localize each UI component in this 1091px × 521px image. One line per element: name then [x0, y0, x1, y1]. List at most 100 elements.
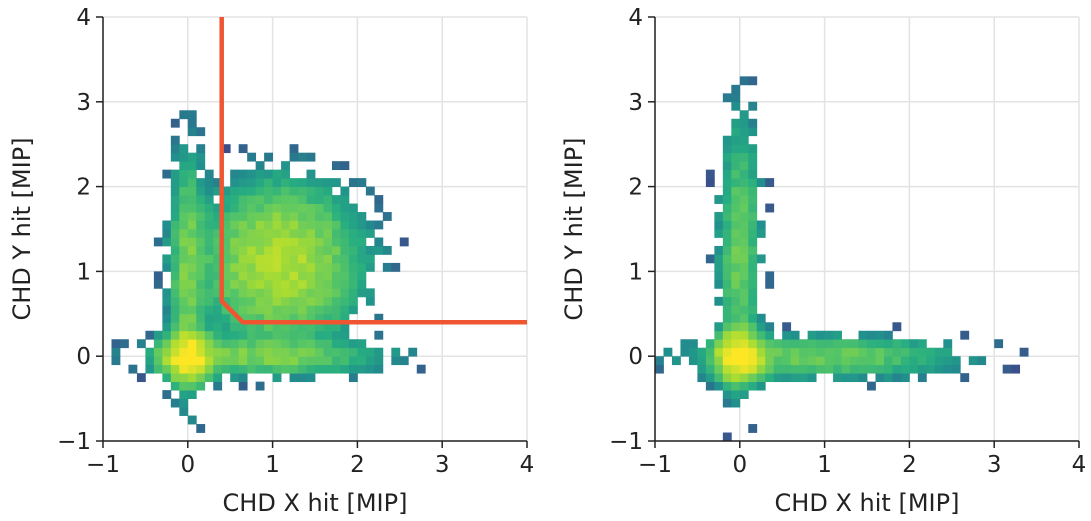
heatmap-cell	[900, 364, 910, 374]
heatmap-cell	[739, 169, 749, 179]
heatmap-cell	[315, 245, 324, 255]
heatmap-cell	[298, 279, 307, 289]
heatmap-cell	[765, 178, 775, 187]
heatmap-cell	[714, 279, 724, 289]
heatmap-cell	[858, 364, 868, 374]
heatmap-cell	[255, 330, 265, 340]
heatmap-cell	[264, 229, 273, 238]
heatmap-cell	[196, 296, 206, 306]
heatmap-cell	[162, 262, 172, 272]
heatmap-cell	[238, 237, 248, 247]
heatmap-cell	[875, 356, 885, 366]
heatmap-cell	[298, 296, 307, 306]
heatmap-cell	[247, 237, 257, 247]
heatmap-cell	[281, 296, 290, 306]
heatmap-cell	[238, 322, 248, 332]
heatmap-cell	[357, 271, 367, 281]
heatmap-cell	[238, 178, 248, 187]
heatmap-cell	[714, 330, 724, 340]
heatmap-cell	[340, 237, 350, 247]
heatmap-cell	[926, 364, 936, 374]
heatmap-cell	[298, 356, 307, 366]
heatmap-cell	[739, 195, 749, 204]
heatmap-cell	[748, 178, 758, 187]
heatmap-cell	[323, 203, 333, 213]
heatmap-cell	[655, 356, 664, 366]
heatmap-cell	[289, 347, 299, 357]
heatmap-cell	[348, 279, 358, 289]
heatmap-cell	[722, 373, 732, 383]
heatmap-cell	[179, 212, 189, 221]
heatmap-cell	[289, 212, 299, 221]
heatmap-cell	[315, 186, 324, 196]
heatmap-cell	[722, 279, 732, 289]
heatmap-cell	[323, 279, 333, 289]
heatmap-cell	[374, 347, 384, 357]
heatmap-cell	[722, 186, 732, 196]
heatmap-cell	[391, 262, 401, 272]
heatmap-cell	[204, 305, 214, 315]
x-tick-label: 2	[902, 452, 917, 478]
heatmap-cell	[298, 330, 307, 340]
heatmap-cell	[230, 169, 240, 179]
heatmap-cell	[238, 279, 248, 289]
heatmap-cell	[850, 339, 859, 349]
heatmap-cell	[357, 220, 367, 230]
heatmap-cell	[722, 330, 732, 340]
heatmap-cell	[196, 339, 206, 349]
heatmap-cell	[230, 296, 240, 306]
heatmap-cell	[739, 390, 749, 399]
heatmap-cell	[365, 229, 375, 238]
heatmap-cell	[196, 144, 206, 154]
heatmap-cell	[145, 356, 155, 366]
heatmap-cell	[739, 178, 749, 187]
heatmap-cell	[705, 178, 715, 187]
heatmap-cell	[187, 279, 197, 289]
heatmap-cell	[272, 254, 282, 264]
heatmap-cell	[162, 322, 172, 332]
heatmap-cell	[247, 364, 257, 374]
heatmap-cell	[731, 203, 741, 213]
heatmap-cell	[255, 305, 265, 315]
heatmap-cell	[850, 364, 859, 374]
heatmap-cell	[187, 237, 197, 247]
heatmap-cell	[697, 356, 707, 366]
heatmap-cell	[340, 254, 350, 264]
heatmap-cell	[731, 178, 741, 187]
heatmap-cell	[306, 330, 316, 340]
heatmap-cell	[340, 195, 350, 204]
heatmap-cell	[315, 347, 324, 357]
heatmap-cell	[374, 237, 384, 247]
heatmap-cell	[187, 322, 197, 332]
heatmap-cell	[331, 203, 341, 213]
heatmap-cell	[731, 220, 741, 230]
heatmap-cell	[289, 364, 299, 374]
heatmap-cell	[196, 381, 206, 391]
heatmap-cell	[348, 347, 358, 357]
heatmap-cell	[153, 347, 163, 357]
heatmap-cell	[298, 203, 307, 213]
heatmap-cell	[247, 271, 257, 281]
heatmap-cell	[204, 356, 214, 366]
heatmap-cell	[323, 229, 333, 238]
y-tick-label: 4	[76, 5, 91, 31]
heatmap-cell	[230, 279, 240, 289]
heatmap-cell	[841, 347, 851, 357]
heatmap-cell	[238, 373, 248, 383]
heatmap-cell	[731, 93, 741, 103]
heatmap-cell	[281, 169, 290, 179]
heatmap-cell	[680, 339, 690, 349]
heatmap-cell	[179, 347, 189, 357]
heatmap-cell	[230, 245, 240, 255]
heatmap-cell	[374, 313, 384, 323]
heatmap-cell	[204, 195, 214, 204]
heatmap-cell	[213, 373, 223, 383]
heatmap-cell	[909, 339, 919, 349]
heatmap-cell	[281, 279, 290, 289]
heatmap-cell	[204, 364, 214, 374]
heatmap-cell	[331, 212, 341, 221]
heatmap-cell	[281, 322, 290, 332]
heatmap-cell	[315, 220, 324, 230]
heatmap-cell	[892, 322, 902, 332]
heatmap-cell	[272, 271, 282, 281]
